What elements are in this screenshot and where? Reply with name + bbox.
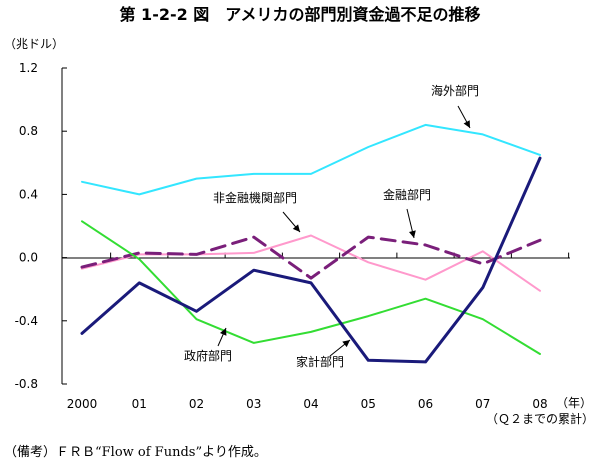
series-label-1: 海外部門 [431,83,479,98]
series-label-arrowhead [220,328,227,336]
x-tick-label: 01 [132,397,147,411]
x-tick-label: 2000 [67,397,98,411]
chart-title: 第 1-2-2 図 アメリカの部門別資金過不足の推移 [119,5,480,24]
x-tick-label: 06 [418,397,433,411]
y-tick-label: 1.2 [19,61,38,75]
y-axis-label: （兆ドル） [4,37,64,51]
y-tick-label: 0.8 [19,124,38,138]
series-line-3 [80,235,542,280]
series-label-arrowhead [342,340,350,348]
x-tick-label: 08 [532,397,547,411]
series-line-1 [81,123,541,196]
x-tick-label: 02 [189,397,204,411]
x-tick-label: 05 [361,397,376,411]
series-line-5 [80,156,542,364]
y-tick-label: 0.0 [19,251,38,265]
series-lines [80,123,542,364]
y-tick-label: 0.4 [19,187,38,201]
series-label-3: 金融部門 [383,187,431,202]
series-label-4: 政府部門 [184,348,232,363]
series-label-5: 家計部門 [296,354,344,369]
x-tick-label: 04 [303,397,318,411]
series-label-arrowhead [409,230,416,238]
x-tick-label: 03 [246,397,261,411]
series-label-arrowhead [463,120,470,128]
x-axis-label: （年） [556,396,592,410]
series-label-arrowhead [292,224,300,232]
source-note: （備考）ＦＲＢ“Flow of Funds”より作成。 [4,444,267,460]
series-label-2: 非金融機関部門 [213,190,297,205]
x-ticks: 2000 01 02 03 04 05 06 07 08 [67,252,570,411]
y-tick-label: -0.8 [15,377,38,391]
x-axis-note: （Ｑ２までの累計） [486,411,594,426]
y-ticks: 1.2 0.8 0.4 0.0 -0.4 -0.8 [15,61,67,391]
y-tick-label: -0.4 [15,314,38,328]
x-tick-label: 07 [475,397,490,411]
